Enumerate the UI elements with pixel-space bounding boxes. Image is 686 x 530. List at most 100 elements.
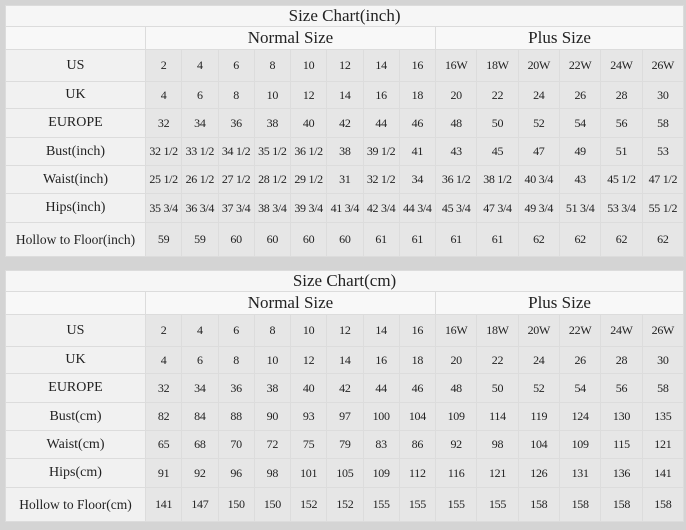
size-cell: 58 — [641, 108, 685, 138]
size-cell: 70 — [217, 430, 255, 459]
corner-cell — [5, 291, 146, 315]
size-cell: 45 1/2 — [600, 165, 643, 194]
size-cell: 92 — [181, 458, 219, 488]
size-cell: 60 — [253, 222, 292, 257]
size-cell: 24 — [517, 346, 560, 374]
size-cell: 61 — [398, 222, 437, 257]
size-cell: 36 1/2 — [434, 165, 478, 194]
size-cell: 130 — [600, 402, 643, 431]
size-cell: 42 3/4 — [362, 193, 400, 223]
size-cell: 114 — [476, 402, 519, 431]
size-cell: 62 — [558, 222, 602, 257]
group-header-row: Normal Size Plus Size — [5, 291, 685, 315]
size-cell: 121 — [641, 430, 685, 459]
row-label: Hips(cm) — [5, 458, 146, 488]
size-cell: 52 — [517, 108, 560, 138]
table-row: Hips(cm) 91 92 96 98 101 105 109 112 116 121 126 131… — [5, 458, 685, 488]
size-cell: 158 — [558, 487, 602, 522]
row-label: Bust(inch) — [5, 137, 146, 166]
table-row: EUROPE 32 34 36 38 40 42 44 46 48 50 52 54 56 58 — [5, 373, 685, 403]
group-normal-size: Normal Size — [145, 291, 436, 315]
size-cell: 116 — [434, 458, 478, 488]
size-cell: 109 — [434, 402, 478, 431]
size-cell: 32 1/2 — [144, 137, 183, 166]
size-cell: 26 1/2 — [181, 165, 219, 194]
size-cell: 50 — [476, 108, 519, 138]
size-cell: 8 — [217, 81, 255, 109]
row-label: US — [5, 314, 146, 347]
size-cell: 59 — [144, 222, 183, 257]
size-cell: 54 — [558, 373, 602, 403]
size-cell: 75 — [289, 430, 328, 459]
size-cell: 158 — [517, 487, 560, 522]
size-cell: 72 — [253, 430, 292, 459]
size-cell: 119 — [517, 402, 560, 431]
size-cell: 53 — [641, 137, 685, 166]
size-cell: 36 — [217, 373, 255, 403]
group-header-row: Normal Size Plus Size — [5, 26, 685, 50]
size-cell: 62 — [641, 222, 685, 257]
size-cell: 22 — [476, 81, 519, 109]
size-cell: 6 — [181, 81, 219, 109]
size-cell: 150 — [217, 487, 255, 522]
size-cell: 61 — [476, 222, 519, 257]
size-cell: 4 — [181, 49, 219, 82]
size-cell: 109 — [362, 458, 400, 488]
size-cell: 60 — [217, 222, 255, 257]
row-label: EUROPE — [5, 108, 146, 138]
size-cell: 43 — [434, 137, 478, 166]
size-cell: 18W — [476, 49, 519, 82]
size-cell: 30 — [641, 346, 685, 374]
size-cell: 150 — [253, 487, 292, 522]
size-cell: 26 — [558, 81, 602, 109]
row-label: UK — [5, 346, 146, 374]
size-cell: 4 — [144, 81, 183, 109]
size-cell: 29 1/2 — [289, 165, 328, 194]
size-cell: 47 — [517, 137, 560, 166]
size-cell: 10 — [253, 81, 292, 109]
size-cell: 16W — [434, 314, 478, 347]
size-cell: 12 — [326, 49, 364, 82]
size-cell: 38 1/2 — [476, 165, 519, 194]
size-cell: 18W — [476, 314, 519, 347]
size-cell: 28 — [600, 346, 643, 374]
size-cell: 126 — [517, 458, 560, 488]
size-cell: 16 — [398, 49, 437, 82]
size-cell: 47 3/4 — [476, 193, 519, 223]
size-cell: 8 — [217, 346, 255, 374]
size-cell: 32 1/2 — [362, 165, 400, 194]
size-cell: 38 — [326, 137, 364, 166]
size-cell: 112 — [398, 458, 437, 488]
size-cell: 14 — [326, 346, 364, 374]
size-cell: 18 — [398, 81, 437, 109]
size-table: Size Chart(inch) Normal Size Plus Size US 2 4… — [4, 5, 685, 257]
size-cell: 14 — [326, 81, 364, 109]
size-cell: 121 — [476, 458, 519, 488]
size-cell: 20W — [517, 314, 560, 347]
row-label: UK — [5, 81, 146, 109]
size-cell: 26 — [558, 346, 602, 374]
size-cell: 43 — [558, 165, 602, 194]
size-cell: 48 — [434, 108, 478, 138]
size-cell: 93 — [289, 402, 328, 431]
size-cell: 92 — [434, 430, 478, 459]
size-cell: 155 — [362, 487, 400, 522]
size-cell: 101 — [289, 458, 328, 488]
size-cell: 49 3/4 — [517, 193, 560, 223]
table-row: UK 4 6 8 10 12 14 16 18 20 22 24 26 28 30 — [5, 346, 685, 374]
table-row: Hips(inch) 35 3/4 36 3/4 37 3/4 38 3/4 39 3/4… — [5, 193, 685, 223]
size-cell: 97 — [326, 402, 364, 431]
size-cell: 155 — [476, 487, 519, 522]
size-cell: 20 — [434, 81, 478, 109]
row-label: Waist(inch) — [5, 165, 146, 194]
size-cell: 22 — [476, 346, 519, 374]
size-cell: 6 — [181, 346, 219, 374]
size-cell: 16W — [434, 49, 478, 82]
size-cell: 8 — [253, 314, 292, 347]
size-cell: 10 — [289, 49, 328, 82]
table-row: EUROPE 32 34 36 38 40 42 44 46 48 50 52 54 56 58 — [5, 108, 685, 138]
size-cell: 27 1/2 — [217, 165, 255, 194]
size-cell: 28 — [600, 81, 643, 109]
size-cell: 30 — [641, 81, 685, 109]
row-label: EUROPE — [5, 373, 146, 403]
